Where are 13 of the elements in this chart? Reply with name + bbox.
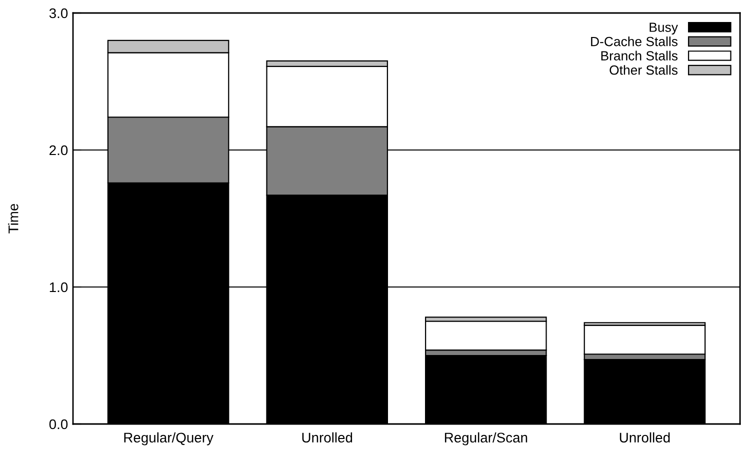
- x-tick-label: Regular/Query: [124, 432, 214, 446]
- y-tick-label: 0.0: [49, 419, 68, 430]
- x-tick-label: Regular/Scan: [444, 432, 528, 446]
- y-tick-label: 1.0: [50, 282, 68, 292]
- legend-label: Busy: [650, 22, 678, 35]
- legend-label: Other Stalls: [610, 65, 678, 75]
- legend-label: D-Cache Stalls: [591, 36, 678, 46]
- x-tick-label: Unrolled: [302, 432, 352, 443]
- y-tick-label: 3.0: [49, 8, 68, 18]
- y-axis-title: Time: [8, 204, 18, 234]
- legend-label: Branch Stalls: [601, 50, 678, 60]
- y-tick-label: 2.0: [50, 145, 68, 156]
- x-tick-label: Unrolled: [620, 432, 670, 443]
